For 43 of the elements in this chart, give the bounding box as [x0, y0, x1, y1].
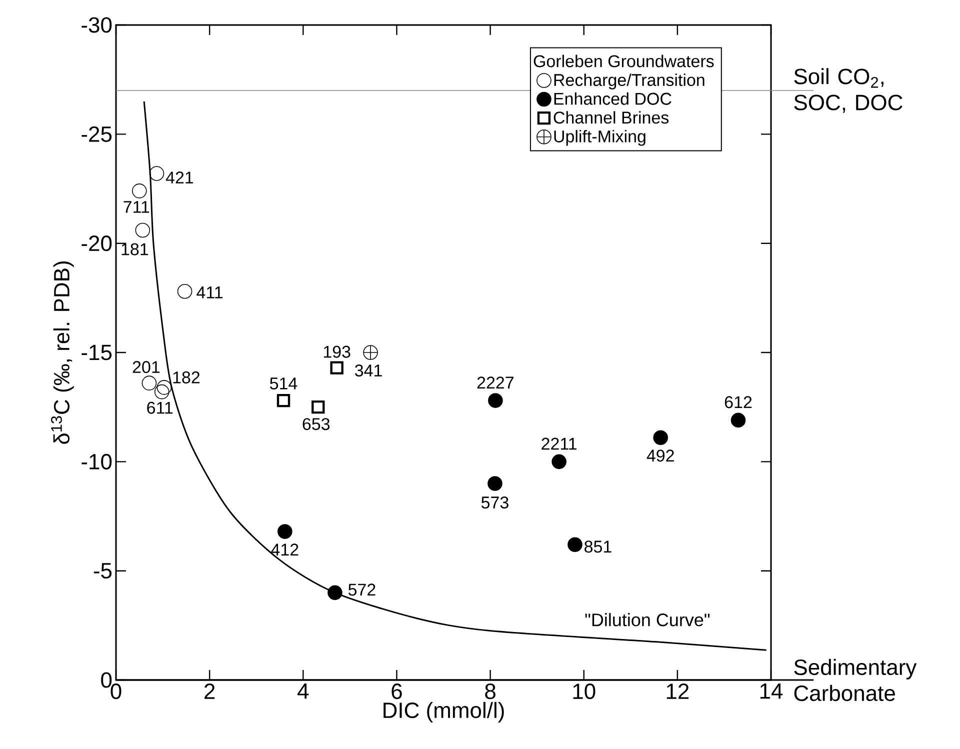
- annotation: 2211: [542, 438, 577, 450]
- y-tick-label: -20: [82, 236, 112, 252]
- legend-label: Recharge/Transition: [554, 74, 704, 90]
- legend-title: Gorleben Groundwaters: [534, 54, 714, 68]
- annotation: 514: [270, 378, 298, 390]
- legend-label: Uplift-Mixing: [554, 130, 646, 146]
- x-tick-label: 12: [666, 684, 689, 699]
- y-tick-label: -25: [82, 126, 112, 142]
- annotation: 572: [348, 584, 376, 596]
- annotation: 711: [124, 201, 150, 213]
- ref-line-label: Soil CO$_{2}$, SOC, DOC: [794, 68, 902, 113]
- series-label: "Dilution Curve": [585, 613, 710, 626]
- y-axis-title: δ$^{13}$C (‰, rel. PDB): [51, 262, 74, 444]
- annotation: 193: [324, 346, 350, 358]
- y-tick-label: -30: [82, 17, 112, 33]
- x-tick-label: 10: [573, 684, 596, 700]
- y-tick-label: 0: [101, 672, 112, 688]
- x-tick-label: 4: [298, 684, 309, 699]
- legend-label: Channel Brines: [554, 111, 669, 124]
- y-tick-label: -5: [94, 563, 112, 579]
- annotation: 573: [481, 496, 508, 509]
- y-tick-label: -15: [82, 344, 112, 360]
- ref-line-label: Sedimentary Carbonate: [794, 658, 917, 702]
- x-tick-label: 14: [760, 684, 783, 699]
- x-axis-title: DIC (mmol/l): [384, 702, 504, 722]
- annotation: 611: [147, 402, 173, 414]
- x-tick-label: 6: [392, 684, 402, 700]
- annotation: 412: [271, 544, 298, 556]
- annotation: 411: [196, 286, 222, 298]
- legend-label: Enhanced DOC: [554, 92, 672, 105]
- annotation: 201: [132, 361, 160, 374]
- annotation: 2227: [477, 376, 514, 388]
- x-tick-label: 2: [204, 684, 215, 699]
- x-tick-label: 8: [485, 684, 496, 700]
- annotation: 182: [173, 371, 200, 384]
- annotation: 421: [166, 172, 194, 184]
- annotation: 851: [584, 540, 612, 553]
- annotation: 653: [302, 418, 330, 430]
- annotation: 612: [724, 396, 752, 408]
- annotation: 492: [646, 450, 674, 462]
- annotation: 341: [354, 364, 382, 377]
- annotation: 181: [122, 243, 148, 256]
- y-tick-label: -10: [82, 454, 112, 470]
